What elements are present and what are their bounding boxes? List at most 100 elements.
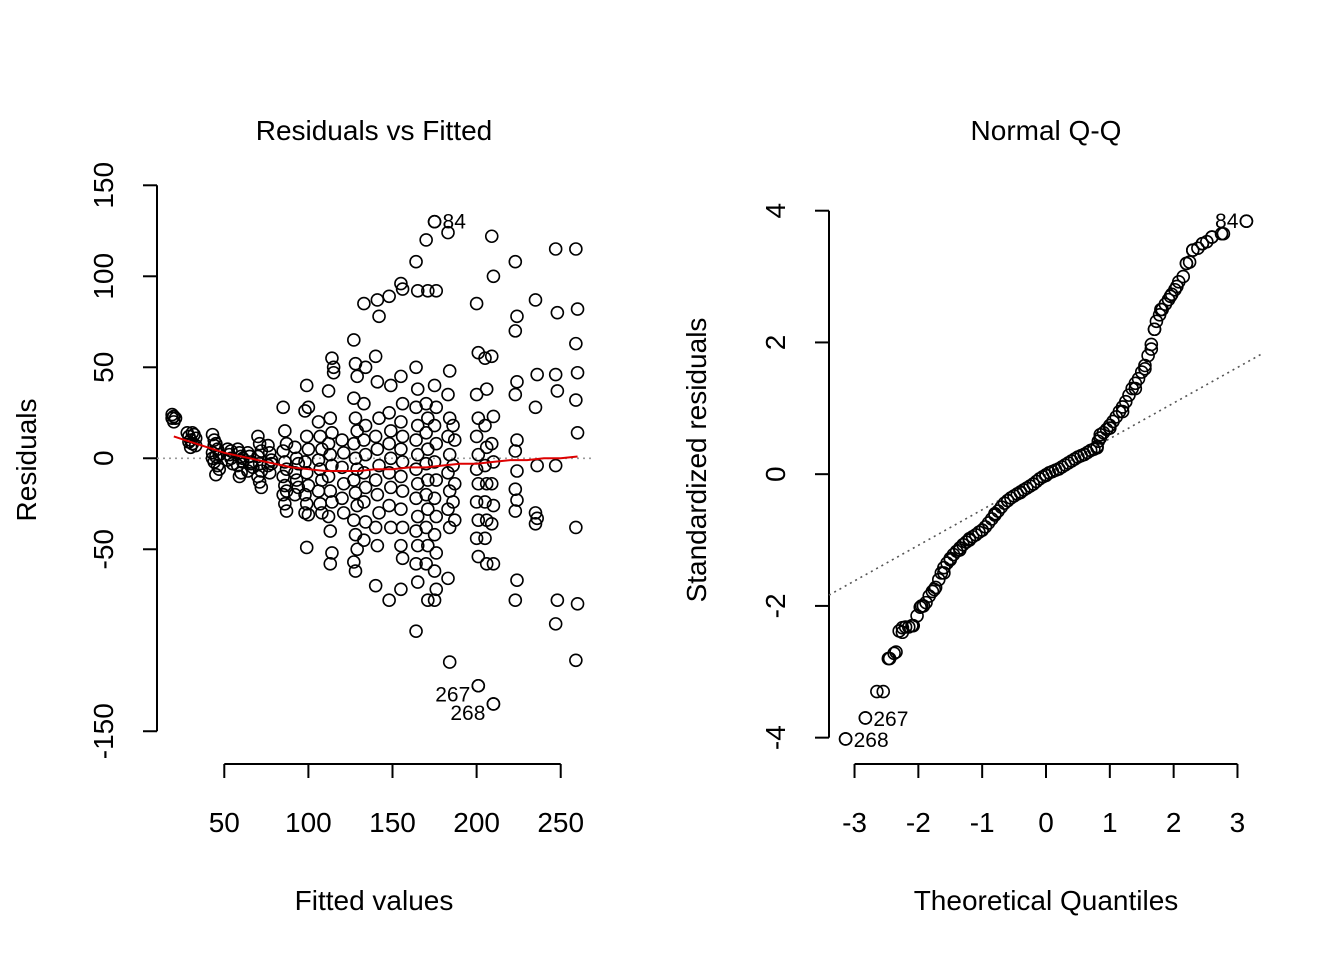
data-point [358, 515, 373, 529]
data-point [394, 415, 408, 429]
data-point [410, 575, 425, 589]
data-point [394, 469, 408, 484]
y-tick-label: -2 [760, 593, 791, 618]
data-point [446, 495, 460, 509]
data-point [325, 351, 339, 365]
data-point [336, 506, 351, 520]
data-point [409, 360, 423, 375]
data-point [372, 506, 386, 520]
data-point [419, 557, 433, 571]
data-point [409, 557, 423, 571]
data-point [395, 455, 410, 469]
data-point [262, 466, 277, 480]
data-point [569, 336, 583, 351]
data-point [325, 546, 339, 560]
data-point [1134, 365, 1149, 379]
data-point [442, 364, 457, 378]
data-point [409, 624, 423, 638]
data-point [350, 542, 364, 557]
x-tick-label: 150 [369, 807, 416, 838]
data-point [1214, 226, 1229, 241]
data-point [569, 520, 583, 535]
data-point [928, 580, 943, 595]
data-point [382, 405, 396, 420]
data-point [484, 436, 499, 451]
data-point [429, 400, 444, 415]
data-point [279, 504, 294, 518]
data-point [348, 486, 363, 500]
data-point [427, 564, 442, 578]
data-point [429, 582, 444, 597]
data-point [1147, 322, 1162, 337]
data-point [279, 484, 294, 498]
data-point [299, 496, 314, 511]
data-point [478, 418, 492, 433]
data-point [914, 599, 929, 613]
data-point [510, 375, 524, 389]
data-point [372, 411, 386, 426]
data-point [370, 538, 385, 553]
data-point [441, 225, 455, 240]
data-point [289, 451, 304, 466]
data-point [278, 496, 292, 511]
data-point [357, 296, 371, 311]
data-point [394, 369, 408, 384]
data-point [1090, 441, 1104, 455]
data-point [508, 254, 523, 269]
data-point [421, 593, 435, 608]
data-point [419, 233, 433, 247]
data-point [357, 396, 371, 411]
data-point [569, 242, 583, 256]
data-point [421, 284, 435, 298]
data-point [313, 429, 327, 444]
data-point [370, 442, 385, 456]
data-point [382, 289, 396, 304]
point-label: 268 [854, 729, 889, 752]
data-point [1026, 477, 1041, 491]
data-point [469, 387, 484, 402]
data-point [421, 502, 435, 517]
x-tick-label: 250 [537, 807, 584, 838]
data-point [1103, 418, 1117, 433]
data-point [528, 516, 543, 531]
data-point [410, 284, 425, 298]
data-point [382, 593, 396, 608]
data-point [368, 473, 383, 487]
data-point [262, 446, 277, 460]
data-point [336, 446, 351, 460]
data-point [427, 418, 442, 433]
chart-title: Normal Q-Q [971, 115, 1122, 146]
data-point [261, 438, 275, 453]
data-point [441, 502, 455, 517]
data-point [953, 543, 967, 557]
data-point [291, 480, 306, 495]
data-point [276, 469, 290, 484]
y-tick-label: 0 [760, 466, 791, 482]
data-point [382, 498, 396, 513]
data-point [530, 458, 544, 473]
data-point [486, 269, 501, 284]
data-point [368, 349, 383, 364]
data-point [441, 571, 455, 586]
data-point [209, 467, 223, 482]
x-axis-label: Theoretical Quantiles [914, 885, 1179, 916]
data-point [357, 466, 371, 480]
data-point [962, 533, 977, 547]
data-point [232, 469, 247, 484]
data-point [288, 487, 302, 502]
data-point [570, 425, 585, 440]
x-axis-label: Fitted values [295, 885, 454, 916]
data-point [484, 476, 499, 491]
data-point [1205, 230, 1219, 244]
data-point [299, 540, 314, 555]
data-point [508, 504, 523, 518]
data-point [508, 482, 523, 497]
data-point [357, 533, 371, 547]
data-point [870, 684, 884, 699]
data-point [429, 509, 444, 524]
data-point [298, 506, 312, 520]
data-point [508, 324, 523, 338]
data-point [241, 464, 255, 478]
data-point [570, 302, 585, 316]
